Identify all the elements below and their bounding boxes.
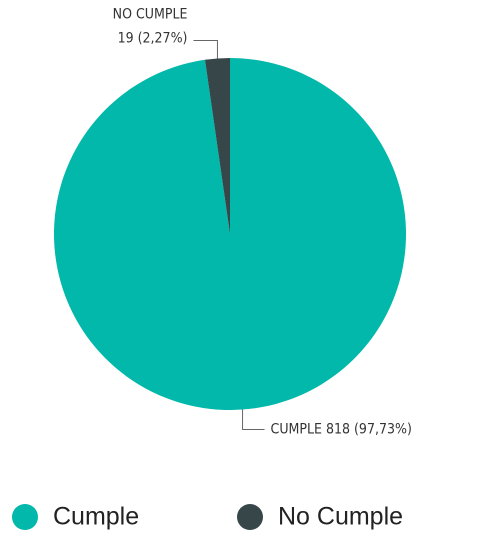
pie-slice: [53, 58, 406, 410]
legend-label: No Cumple: [278, 503, 403, 531]
data-label: 19 (2,27%): [118, 30, 188, 46]
data-label: CUMPLE 818 (97,73%): [271, 422, 412, 438]
leader-line: [193, 39, 218, 59]
leader-line: [242, 409, 265, 431]
legend-marker: [237, 504, 263, 530]
data-label: NO CUMPLE: [113, 6, 188, 22]
legend-label: Cumple: [53, 503, 139, 531]
legend-marker: [12, 504, 38, 530]
pie-slice: [204, 58, 230, 234]
